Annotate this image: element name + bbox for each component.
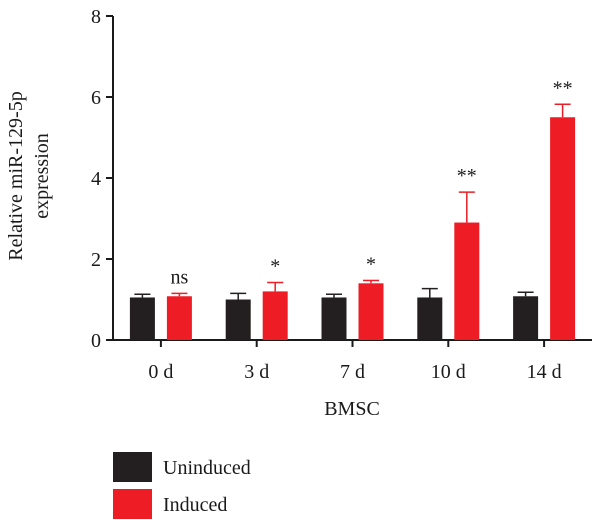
- significance-label: **: [553, 77, 573, 99]
- induced-legend-label: Induced: [163, 494, 227, 516]
- uninduced-bar: [321, 297, 347, 340]
- induced-bar: [454, 222, 480, 340]
- uninduced-legend-swatch: [113, 452, 152, 482]
- significance-label: ns: [171, 266, 189, 288]
- uninduced-bar: [417, 297, 443, 340]
- induced-bar: [550, 117, 576, 340]
- y-tick-label: 2: [91, 249, 101, 271]
- x-tick-label: 7 d: [340, 361, 365, 383]
- y-tick-label: 6: [91, 87, 101, 109]
- uninduced-bar: [513, 296, 539, 340]
- x-axis-title: BMSC: [324, 398, 380, 420]
- induced-bar: [358, 283, 384, 340]
- significance-label: *: [366, 253, 376, 275]
- y-tick-label: 0: [91, 330, 101, 352]
- induced-bar: [262, 291, 288, 340]
- x-tick-label: 14 d: [527, 361, 562, 383]
- y-tick-label: 8: [91, 6, 101, 28]
- x-tick-label: 0 d: [148, 361, 173, 383]
- x-tick-label: 10 d: [431, 361, 466, 383]
- induced-bar: [166, 296, 192, 340]
- uninduced-bar: [225, 299, 251, 340]
- uninduced-bar: [129, 297, 155, 340]
- x-tick-label: 3 d: [244, 361, 269, 383]
- significance-label: *: [270, 255, 280, 277]
- significance-label: **: [457, 165, 477, 187]
- legend: Uninduced Induced: [113, 452, 251, 519]
- y-axis-title-line-1: Relative miR-129-5p: [5, 91, 27, 260]
- uninduced-legend-label: Uninduced: [163, 457, 251, 479]
- y-tick-label: 4: [91, 168, 101, 190]
- y-axis-title-line-2: expression: [31, 133, 53, 219]
- y-axis-title: Relative miR-129-5p expression: [5, 91, 53, 260]
- induced-legend-swatch: [113, 489, 152, 519]
